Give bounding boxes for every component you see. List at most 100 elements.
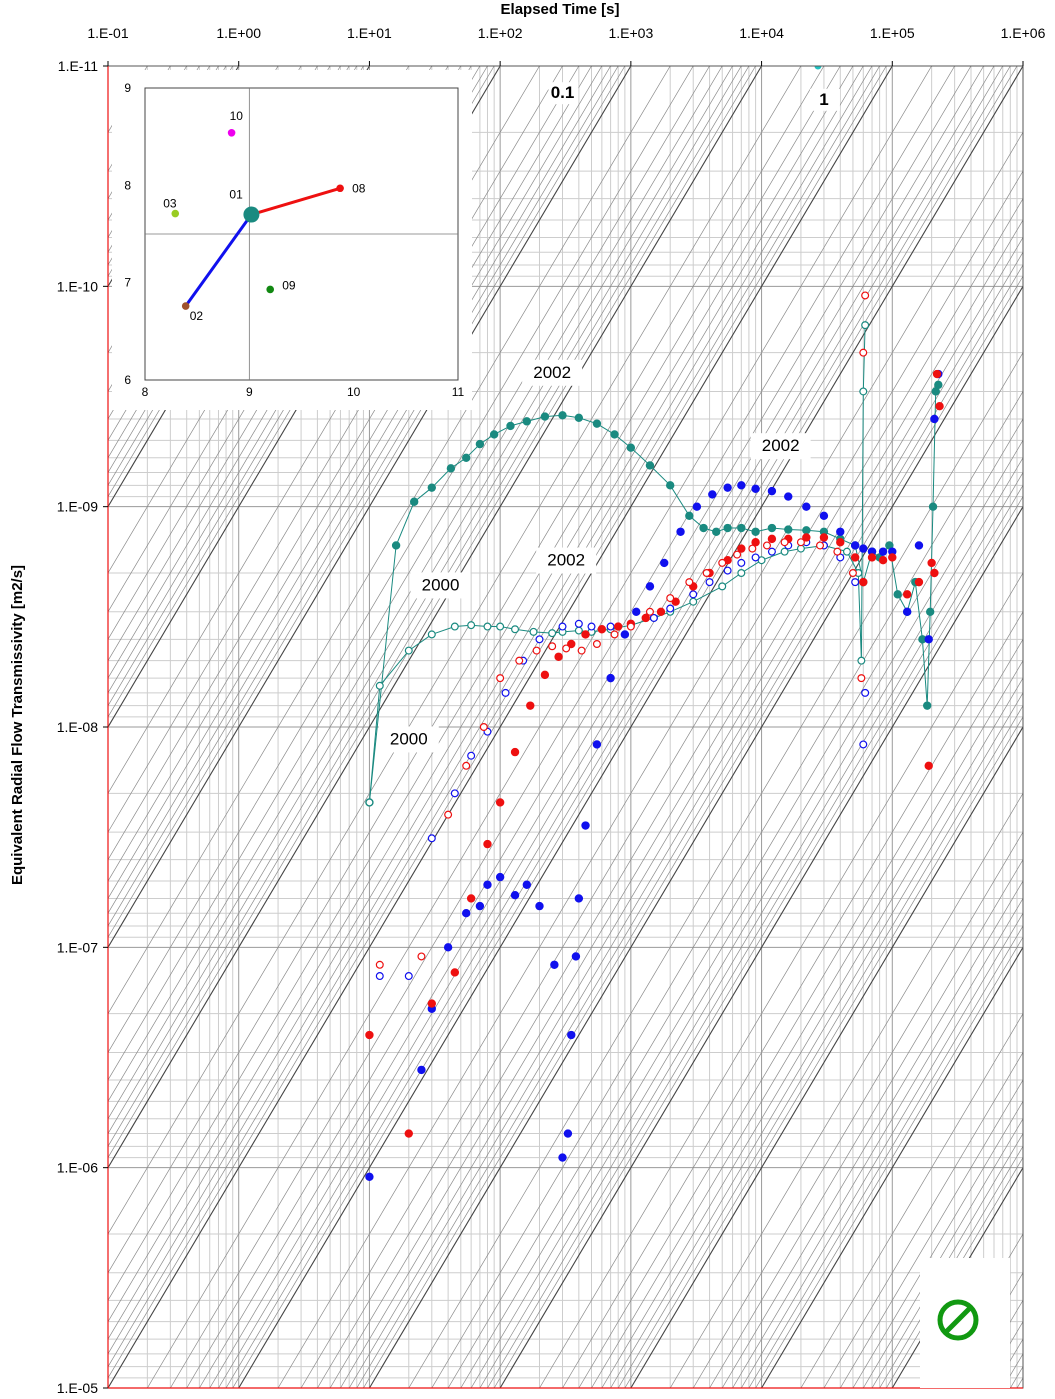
diagonal-line: [755, 936, 1023, 1388]
annotation-bg: [536, 547, 597, 574]
data-point: [914, 541, 924, 550]
data-point: [723, 566, 732, 575]
diagonal-line: [839, 1079, 1023, 1388]
data-point: [626, 622, 635, 631]
data-point: [699, 523, 708, 533]
diagonal-line: [823, 1051, 1023, 1388]
diagonal-line: [460, 439, 1023, 1388]
y-tick-label: 1.E-10: [57, 278, 98, 294]
x-tick-label: 1.E+00: [216, 25, 261, 41]
data-point: [859, 387, 868, 396]
data-point: [649, 613, 658, 622]
data-point: [417, 952, 426, 961]
diagonal-line: [329, 219, 1023, 1388]
data-point: [851, 578, 860, 587]
data-point: [733, 550, 742, 559]
diagonal-line: [617, 704, 1023, 1388]
annotation-label: 2000: [422, 575, 460, 594]
data-point: [737, 558, 746, 567]
data-point: [902, 607, 912, 616]
data-point: [581, 821, 590, 830]
data-point: [712, 527, 721, 536]
data-point: [645, 461, 655, 470]
data-point: [467, 621, 476, 630]
data-point: [888, 553, 897, 562]
diagonal-line: [721, 880, 1023, 1388]
inset-point: [336, 184, 344, 193]
data-point: [923, 701, 932, 710]
data-point: [819, 533, 829, 542]
data-point: [928, 502, 938, 511]
inset-y-tick-label: 9: [124, 81, 131, 95]
data-point: [850, 553, 860, 562]
data-point: [660, 558, 669, 568]
inset-point-label: 08: [352, 181, 366, 195]
diagonal-line: [669, 792, 1023, 1388]
diagonal-line: [108, 66, 632, 949]
data-point: [446, 464, 456, 473]
data-point: [613, 622, 623, 631]
y-axis-ticks: 1.E-11 1.E-10 1.E-09 1.E-08 1.E-07 1.E-06 1.E-…: [57, 58, 108, 1396]
data-point: [404, 1129, 413, 1138]
data-point: [748, 544, 757, 553]
data-point: [404, 972, 413, 981]
data-point: [375, 681, 384, 690]
diagonal-line: [761, 946, 1023, 1388]
data-point: [495, 798, 505, 807]
data-point: [762, 541, 771, 550]
data-point: [496, 674, 505, 683]
diagonal-line: [610, 692, 1023, 1388]
data-point: [391, 541, 401, 550]
inset-point-label: 09: [282, 278, 296, 292]
inset-background: [112, 70, 472, 410]
diagonal-line: [562, 611, 1023, 1388]
data-point: [718, 582, 727, 591]
data-point: [574, 626, 583, 635]
logo-slash-icon: [942, 1304, 974, 1336]
data-point: [522, 417, 532, 426]
data-point: [751, 553, 760, 562]
data-point: [893, 590, 902, 599]
data-point: [475, 439, 485, 449]
diagonal-line: [363, 275, 1023, 1388]
data-point: [375, 960, 384, 969]
diagonal-line: [238, 66, 1023, 1388]
data-point: [510, 891, 520, 900]
data-point: [510, 747, 520, 757]
data-point: [577, 646, 586, 655]
y-axis-title: Equivalent Radial Flow Transmissivity [m…: [9, 565, 26, 885]
diagonal-line: [408, 351, 1023, 1388]
x-tick-label: 1.E+01: [347, 25, 392, 41]
diagonal-line: [539, 572, 1023, 1388]
data-point: [751, 538, 760, 547]
diagonal-line: [709, 858, 1023, 1388]
inset-point: [181, 302, 190, 310]
data-point: [859, 544, 868, 553]
series-red-open-2000: [375, 291, 870, 969]
data-point: [562, 644, 571, 653]
inset-point: [243, 206, 260, 223]
data-point: [924, 761, 933, 770]
data-point: [666, 481, 675, 490]
x-tick-label: 1.E+03: [608, 25, 653, 41]
data-point: [462, 909, 471, 918]
data-point: [930, 414, 939, 424]
series-layer: [365, 66, 944, 1181]
data-point: [780, 538, 789, 547]
y-tick-label: 1.E-07: [57, 939, 98, 955]
diagonal-line: [692, 831, 1023, 1388]
data-point: [515, 656, 524, 665]
diagonal-line: [447, 418, 1023, 1388]
data-point: [632, 607, 641, 616]
logo: [920, 1258, 1010, 1388]
diagonal-line: [487, 484, 1023, 1388]
data-point: [692, 502, 702, 511]
diagonal-line: [800, 1012, 1023, 1388]
data-point: [850, 541, 860, 550]
inset-x-tick-label: 10: [347, 385, 361, 399]
inset-connection-line: [184, 213, 253, 307]
y-tick-label: 1.E-05: [57, 1380, 98, 1396]
data-point: [571, 952, 581, 961]
inset-x-tick-label: 11: [452, 385, 465, 399]
